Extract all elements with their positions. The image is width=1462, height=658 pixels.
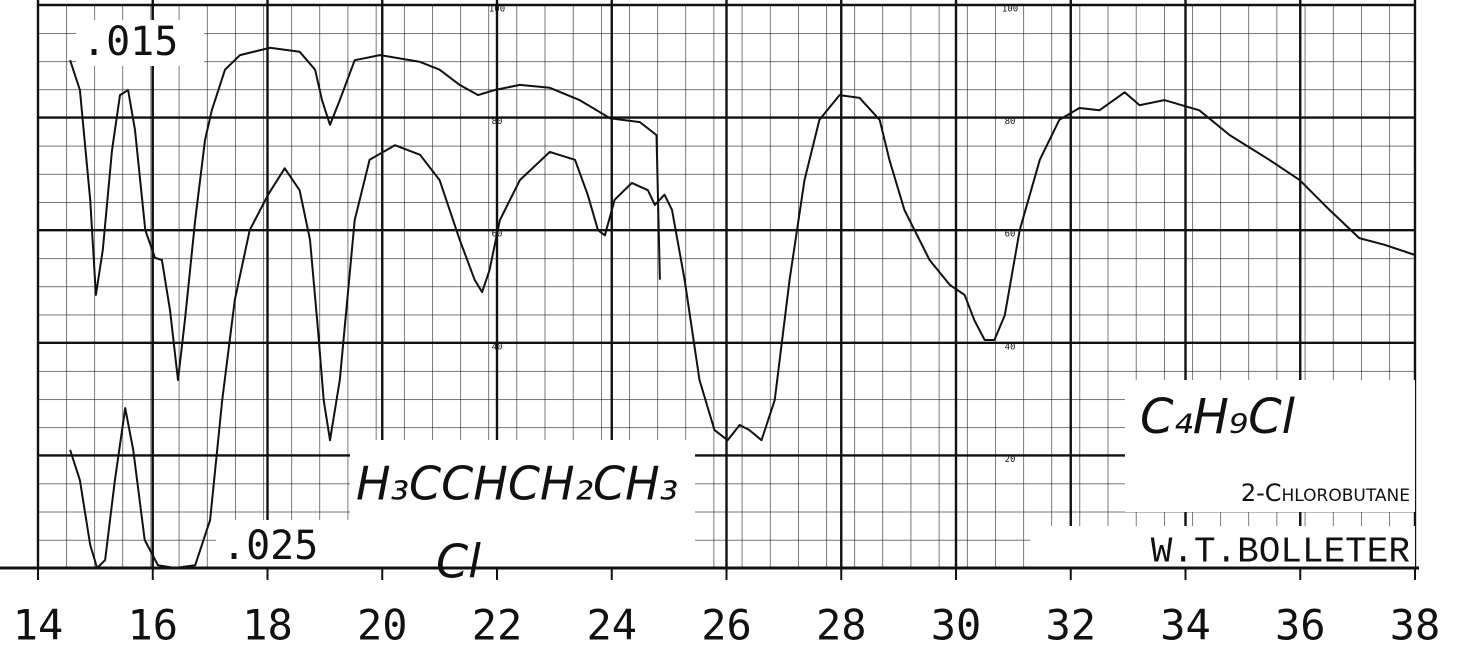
name-box xyxy=(1125,380,1415,512)
author-box xyxy=(1030,526,1415,574)
x-tick-label: 32 xyxy=(1045,601,1096,650)
y-tick-label: 80 xyxy=(492,117,503,127)
spectrum-line xyxy=(69,46,661,381)
x-tick-label: 22 xyxy=(472,601,523,650)
series-label: .025 xyxy=(222,523,318,569)
y-tick-label: 20 xyxy=(1005,455,1016,465)
label-box xyxy=(76,20,204,66)
grid: 2020404060608080100100 xyxy=(36,0,1417,568)
x-tick-label: 20 xyxy=(357,601,408,650)
structure-line: H₃CCHCH₂CH₃ xyxy=(356,457,678,511)
formula: C₄H₉Cl xyxy=(1140,389,1296,445)
x-axis: 14 16 18 20 22 24 26 28 30 32 34 36 38 xyxy=(0,566,1441,650)
structure-line: Cl xyxy=(436,535,481,589)
x-tick-label: 24 xyxy=(586,601,637,650)
plot xyxy=(69,46,1416,569)
y-tick-label: 80 xyxy=(1005,117,1016,127)
x-tick-label: 16 xyxy=(127,601,178,650)
compound-name: 2-Chlorobutane xyxy=(1241,479,1410,507)
x-tick-label: 14 xyxy=(13,601,64,650)
y-tick-label: 40 xyxy=(492,342,503,352)
annotations: .015 .025 H₃CCHCH₂CH₃ Cl C₄H₉Cl 2-Chloro… xyxy=(76,19,1415,590)
x-tick-label: 38 xyxy=(1390,601,1441,650)
series-label: .015 xyxy=(82,19,178,65)
x-tick-label: 30 xyxy=(931,601,982,650)
x-tick-label: 28 xyxy=(816,601,867,650)
x-tick-label: 36 xyxy=(1275,601,1326,650)
x-tick-label: 34 xyxy=(1160,601,1211,650)
y-tick-label: 100 xyxy=(489,5,505,15)
label-box xyxy=(216,520,350,572)
x-tick-label: 18 xyxy=(242,601,293,650)
y-tick-label: 40 xyxy=(1005,342,1016,352)
x-tick-label: 26 xyxy=(701,601,752,650)
structure-box xyxy=(350,440,695,590)
y-tick-label: 100 xyxy=(1002,5,1018,15)
author: W.T.BOLLETER xyxy=(1151,532,1410,573)
y-tick-label: 60 xyxy=(1005,230,1016,240)
spectrum-line xyxy=(69,91,1416,569)
